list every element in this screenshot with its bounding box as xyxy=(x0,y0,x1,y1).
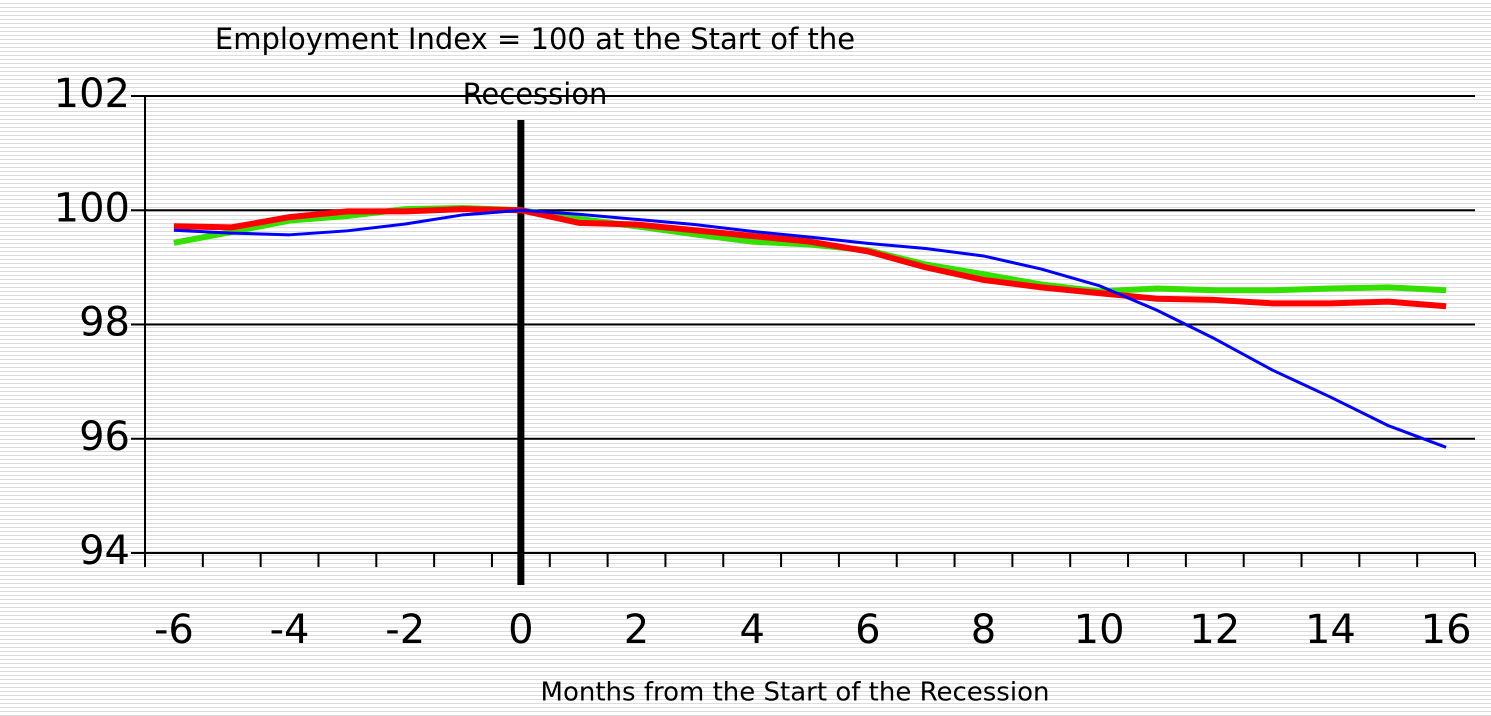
y-tick-label: 96 xyxy=(79,414,130,460)
x-tick-label: -6 xyxy=(154,607,194,653)
series-line xyxy=(173,204,1447,295)
x-tick-label: 12 xyxy=(1189,607,1240,653)
y-tick-label: 98 xyxy=(79,300,130,346)
x-tick-label: 10 xyxy=(1074,607,1125,653)
x-tick-label: -4 xyxy=(270,607,310,653)
y-tick-label: 94 xyxy=(79,528,130,574)
series-line xyxy=(173,208,1447,449)
x-tick-label: 4 xyxy=(739,607,764,653)
x-axis-label: Months from the Start of the Recession xyxy=(541,678,1050,708)
x-tick-label: 2 xyxy=(624,607,649,653)
x-tick-label: 8 xyxy=(971,607,996,653)
y-tick-label: 102 xyxy=(54,71,130,117)
x-tick-label: 14 xyxy=(1305,607,1356,653)
x-tick-label: 0 xyxy=(508,607,533,653)
series-line xyxy=(173,206,1447,310)
y-tick-label: 100 xyxy=(54,185,130,231)
chart-title: Employment Index = 100 at the Start of t… xyxy=(214,22,856,111)
x-tick-label: -2 xyxy=(385,607,425,653)
x-tick-label: 6 xyxy=(855,607,880,653)
x-tick-label: 16 xyxy=(1421,607,1472,653)
